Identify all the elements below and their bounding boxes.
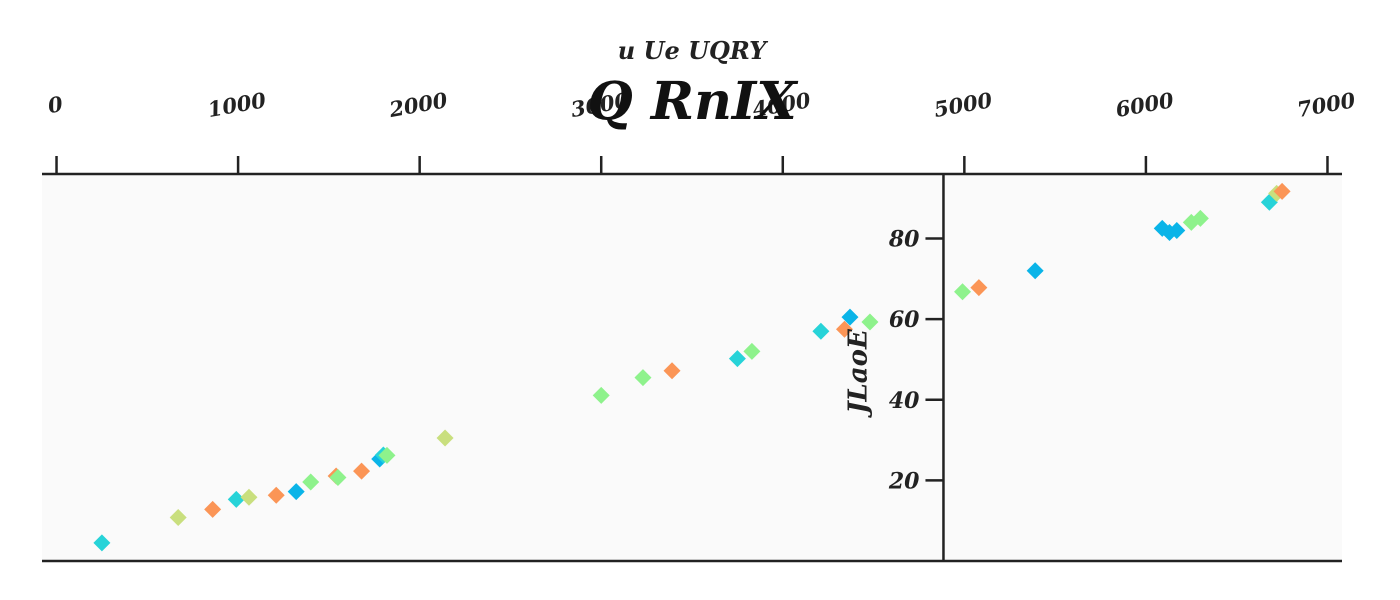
y-axis-label: JLaoE [843, 328, 873, 419]
data-point [836, 320, 854, 338]
y-tick-label: 60 [889, 307, 920, 333]
y-tick-label: 80 [888, 227, 920, 253]
data-point [970, 279, 988, 297]
x-tick-label: 0 [46, 91, 65, 118]
data-points [93, 182, 1291, 552]
y-tick-label: 20 [888, 468, 920, 494]
data-point [267, 486, 285, 504]
data-point [861, 313, 879, 331]
x-tick-label: 2000 [386, 87, 449, 122]
data-point [227, 490, 245, 508]
data-point [436, 429, 454, 447]
data-point [1026, 262, 1044, 280]
data-point [812, 322, 830, 340]
y-axis-ticks: 20 40 60 80 [888, 227, 944, 494]
data-point [329, 469, 347, 487]
data-point [93, 534, 111, 552]
data-point [204, 500, 222, 518]
data-point [1168, 221, 1186, 239]
data-point [728, 350, 746, 368]
data-point [1191, 209, 1209, 227]
data-point [353, 462, 371, 480]
data-point [592, 386, 610, 404]
data-point [841, 308, 859, 326]
data-point [743, 342, 761, 360]
x-tick-label: 7000 [1295, 87, 1357, 122]
plot-area [42, 174, 1342, 561]
chart-title: Q RnIX [587, 71, 799, 132]
x-tick-label: 1000 [206, 87, 268, 122]
x-tick-label: 5000 [932, 87, 994, 122]
data-point [1273, 182, 1291, 200]
data-point [169, 508, 187, 526]
data-point [302, 473, 320, 491]
data-point [287, 483, 305, 501]
data-point [378, 446, 396, 464]
y-tick-label: 40 [889, 388, 920, 414]
data-point [954, 283, 972, 301]
x-axis-label: u Ue UQRY [618, 36, 769, 65]
data-point [663, 362, 681, 380]
x-tick-label: 6000 [1114, 87, 1176, 122]
data-point [240, 488, 258, 506]
data-point [634, 369, 652, 387]
